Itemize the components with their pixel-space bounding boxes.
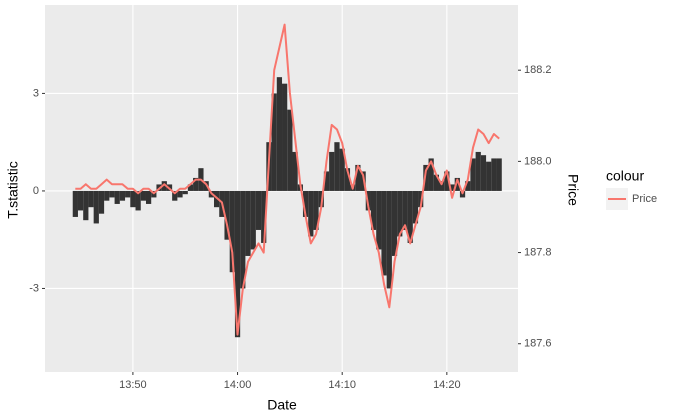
bar: [224, 190, 230, 240]
bar: [234, 190, 241, 338]
bar: [376, 190, 382, 250]
bar: [402, 190, 408, 230]
price-line: [75, 23, 500, 336]
bar: [308, 190, 314, 237]
bar: [438, 181, 445, 191]
x-tick-label: 14:20: [433, 379, 461, 391]
bar: [72, 190, 78, 217]
bar: [276, 77, 283, 191]
bar: [386, 190, 392, 289]
bar: [480, 155, 487, 191]
bar: [177, 190, 183, 198]
bar: [381, 190, 387, 276]
bar: [93, 190, 99, 224]
bar: [428, 158, 434, 191]
bar: [193, 177, 199, 191]
bar: [119, 190, 126, 201]
bar: [145, 190, 152, 204]
bar: [104, 190, 110, 201]
bar: [130, 190, 136, 208]
bar: [245, 190, 251, 256]
bar: [292, 151, 298, 191]
bar: [449, 184, 455, 191]
bar: [172, 190, 178, 201]
bar: [182, 190, 188, 195]
bar: [135, 190, 141, 211]
y2-axis-title: Price: [565, 174, 581, 206]
x-axis-title: Date: [267, 397, 297, 413]
bar: [282, 83, 288, 191]
bar: [465, 181, 471, 191]
y-tick-label: 3: [33, 87, 39, 99]
bar: [491, 158, 497, 191]
bar: [161, 181, 167, 191]
bar: [88, 190, 94, 208]
bar: [454, 177, 460, 191]
bar: [109, 190, 115, 198]
y2-tick-label: 188.0: [524, 155, 552, 167]
bar: [412, 190, 419, 224]
bar: [140, 190, 146, 201]
bar: [355, 164, 361, 191]
bar: [240, 190, 246, 289]
bar: [344, 168, 351, 191]
bar: [407, 190, 413, 243]
bar: [397, 190, 403, 237]
bar: [423, 164, 429, 191]
y2-tick-label: 187.8: [524, 246, 552, 258]
legend-title: colour: [606, 168, 644, 184]
bar: [475, 151, 481, 191]
bar: [250, 190, 256, 250]
bar: [339, 148, 345, 191]
y-tick-label: -3: [29, 282, 39, 294]
x-tick-label: 14:00: [224, 379, 252, 391]
bar: [255, 190, 262, 230]
bar: [391, 190, 398, 256]
bar: [114, 190, 120, 204]
bar: [98, 190, 105, 214]
bar: [261, 190, 267, 243]
bar: [329, 151, 335, 191]
bar: [433, 174, 439, 191]
bar: [125, 190, 131, 198]
x-tick-label: 14:10: [328, 379, 356, 391]
bar: [187, 184, 194, 191]
bar: [313, 190, 319, 230]
bar: [418, 190, 424, 208]
x-tick-label: 13:50: [119, 379, 147, 391]
bar: [229, 190, 235, 273]
bar: [302, 190, 309, 217]
bar: [470, 158, 476, 191]
bar: [77, 190, 84, 211]
y-axis-title: T.statistic: [5, 161, 21, 219]
bar: [496, 158, 502, 191]
bar: [287, 109, 293, 191]
y2-tick-label: 187.6: [524, 338, 552, 350]
bar: [83, 190, 89, 221]
bar: [486, 161, 492, 191]
y-tick-label: 0: [33, 185, 39, 197]
bar: [370, 190, 377, 230]
bar: [444, 171, 450, 191]
bar: [323, 171, 330, 191]
y2-tick-label: 188.2: [524, 64, 552, 76]
legend-label: Price: [632, 193, 657, 205]
bar: [271, 93, 277, 191]
bar: [334, 142, 340, 191]
